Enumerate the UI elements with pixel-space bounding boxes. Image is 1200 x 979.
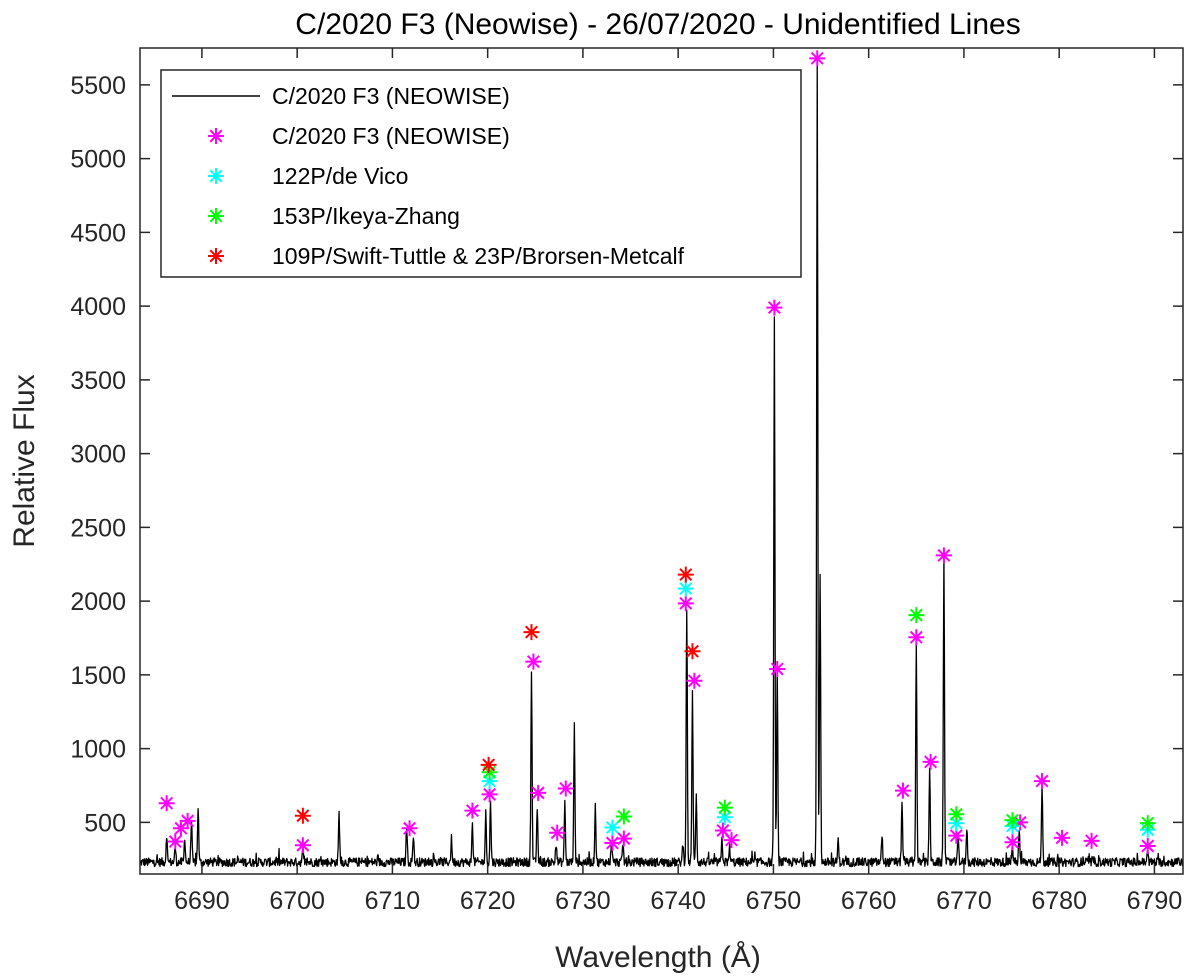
marker-point <box>716 799 733 816</box>
marker-point <box>294 807 311 824</box>
marker-point <box>677 595 694 612</box>
marker-point <box>615 808 632 825</box>
marker-point <box>1139 815 1156 832</box>
marker-point <box>948 806 965 823</box>
marker-point <box>1034 773 1051 790</box>
x-tick-label: 6720 <box>460 887 516 915</box>
y-tick-label: 5000 <box>70 146 126 174</box>
y-tick-label: 2000 <box>70 588 126 616</box>
x-tick-label: 6770 <box>936 887 992 915</box>
legend-marker-sample <box>208 248 224 264</box>
x-tick-label: 6790 <box>1127 887 1183 915</box>
y-tick-label: 3000 <box>70 441 126 469</box>
marker-point <box>908 629 925 646</box>
y-axis: 500 1000 1500 2000 2500 3000 3500 4000 4500 5000 5… <box>70 72 1183 837</box>
marker-point <box>935 547 952 564</box>
marker-point <box>557 780 574 797</box>
marker-point <box>523 624 540 641</box>
marker-point <box>894 782 911 799</box>
marker-point <box>769 660 786 677</box>
legend-marker-sample <box>208 168 224 184</box>
marker-point <box>1083 832 1100 849</box>
marker-series-4 <box>294 566 701 824</box>
marker-point <box>1004 834 1021 851</box>
legend-marker-sample <box>208 128 224 144</box>
marker-point <box>677 580 694 597</box>
legend-label: 122P/de Vico <box>272 163 408 189</box>
legend-item: C/2020 F3 (NEOWISE) <box>208 123 510 149</box>
legend-marker-sample <box>208 208 224 224</box>
marker-point <box>401 820 418 837</box>
marker-point <box>167 833 184 850</box>
legend-item: C/2020 F3 (NEOWISE) <box>172 83 510 109</box>
chart-title: C/2020 F3 (Neowise) - 26/07/2020 - Unide… <box>295 8 1020 41</box>
marker-point <box>1054 829 1071 846</box>
x-tick-label: 6760 <box>841 887 897 915</box>
plot-area <box>140 50 1183 868</box>
marker-series-3 <box>481 607 1156 832</box>
x-tick-label: 6690 <box>174 887 230 915</box>
y-tick-label: 500 <box>84 809 126 837</box>
y-tick-label: 5500 <box>70 72 126 100</box>
legend-item: 109P/Swift-Tuttle & 23P/Brorsen-Metcalf <box>208 243 685 269</box>
x-axis: 6690 6700 6710 6720 6730 6740 6750 6760 6770 6780… <box>174 48 1182 915</box>
marker-point <box>179 812 196 829</box>
marker-point <box>1004 812 1021 829</box>
legend-item: 153P/Ikeya-Zhang <box>208 203 460 229</box>
marker-point <box>686 672 703 689</box>
legend-label: 153P/Ikeya-Zhang <box>272 203 460 229</box>
marker-point <box>723 832 740 849</box>
marker-point <box>922 753 939 770</box>
marker-point <box>530 784 547 801</box>
legend: C/2020 F3 (NEOWISE) C/2020 F3 (NEOWISE) 12… <box>160 69 802 278</box>
marker-point <box>809 50 826 67</box>
x-tick-label: 6780 <box>1031 887 1087 915</box>
x-tick-label: 6750 <box>746 887 802 915</box>
y-tick-label: 1000 <box>70 736 126 764</box>
x-tick-label: 6710 <box>365 887 421 915</box>
spectrum-line <box>140 56 1183 868</box>
y-axis-label: Relative Flux <box>8 374 41 547</box>
x-tick-label: 6700 <box>269 887 325 915</box>
legend-box <box>160 69 802 278</box>
marker-point <box>525 653 542 670</box>
legend-label: 109P/Swift-Tuttle & 23P/Brorsen-Metcalf <box>272 243 685 269</box>
marker-point <box>766 299 783 316</box>
x-tick-label: 6730 <box>555 887 611 915</box>
marker-point <box>294 837 311 854</box>
marker-point <box>480 756 497 773</box>
y-tick-label: 2500 <box>70 514 126 542</box>
legend-item: 122P/de Vico <box>208 163 408 189</box>
marker-point <box>549 824 566 841</box>
marker-point <box>604 819 621 836</box>
y-tick-label: 4000 <box>70 293 126 321</box>
marker-series-1 <box>158 50 1156 854</box>
legend-label: C/2020 F3 (NEOWISE) <box>272 83 510 109</box>
y-tick-label: 1500 <box>70 662 126 690</box>
plot-frame <box>139 47 1184 875</box>
marker-point <box>684 643 701 660</box>
x-tick-label: 6740 <box>650 887 706 915</box>
marker-point <box>908 607 925 624</box>
marker-point <box>1139 837 1156 854</box>
y-tick-label: 3500 <box>70 367 126 395</box>
x-axis-label: Wavelength (Å) <box>555 941 761 974</box>
marker-point <box>677 566 694 583</box>
marker-point <box>158 795 175 812</box>
marker-point <box>714 822 731 839</box>
marker-point <box>615 830 632 847</box>
y-tick-label: 4500 <box>70 219 126 247</box>
marker-point <box>464 802 481 819</box>
legend-label: C/2020 F3 (NEOWISE) <box>272 123 510 149</box>
